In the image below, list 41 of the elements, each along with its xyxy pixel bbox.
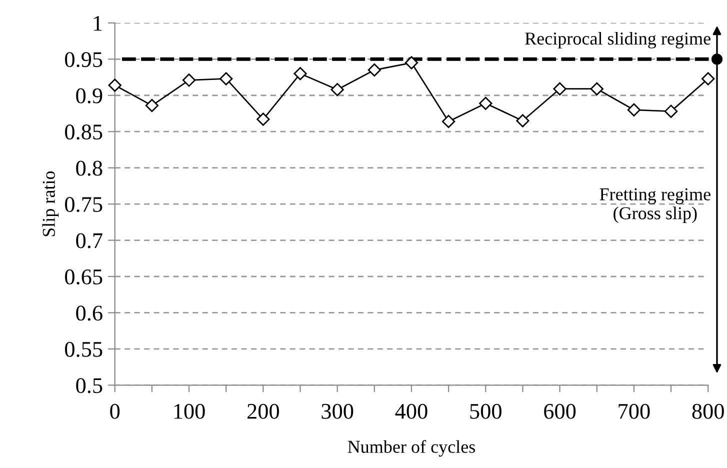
x-tick-label: 0 xyxy=(110,404,120,419)
point xyxy=(145,98,159,112)
annotation: Fretting regime (Gross slip) xyxy=(600,188,710,223)
point xyxy=(108,78,122,92)
annotation: Reciprocal sliding regime xyxy=(525,32,710,48)
point xyxy=(368,63,381,77)
point xyxy=(627,103,641,116)
x-tick-label: 300 xyxy=(322,404,354,419)
point xyxy=(256,112,270,126)
point xyxy=(220,72,233,86)
x-tick-label: 800 xyxy=(692,404,724,419)
y-tick-label: 0.5 xyxy=(76,378,102,394)
y-tick-label: 0.8 xyxy=(76,160,102,176)
point xyxy=(330,82,344,96)
point xyxy=(553,82,566,96)
point xyxy=(590,82,604,96)
y-tick-label: 0.75 xyxy=(65,196,102,212)
y-tick-label: 1 xyxy=(94,16,102,31)
x-axis-title: Number of cycles xyxy=(348,440,475,457)
y-tick-label: 0.9 xyxy=(76,88,102,104)
x-tick-label: 400 xyxy=(395,404,428,419)
point xyxy=(442,114,456,128)
point xyxy=(404,56,418,70)
x-tick-label: 500 xyxy=(470,404,502,419)
y-axis-title: Slip ratio xyxy=(42,171,59,236)
y-tick-label: 0.85 xyxy=(65,124,102,140)
y-tick-label: 0.65 xyxy=(65,269,102,285)
y-tick-label: 0.95 xyxy=(65,52,102,68)
x-tick-label: 700 xyxy=(618,404,650,419)
point xyxy=(182,74,196,87)
point xyxy=(664,104,678,118)
point xyxy=(479,96,492,110)
point xyxy=(294,67,307,80)
x-tick-label: 600 xyxy=(544,404,576,419)
x-tick-label: 100 xyxy=(174,404,205,419)
y-tick-label: 0.55 xyxy=(65,342,102,357)
y-tick-label: 0.7 xyxy=(76,233,102,248)
y-tick-label: 0.6 xyxy=(76,306,102,321)
point xyxy=(702,72,715,86)
x-tick-label: 200 xyxy=(247,404,279,419)
point xyxy=(516,114,530,128)
